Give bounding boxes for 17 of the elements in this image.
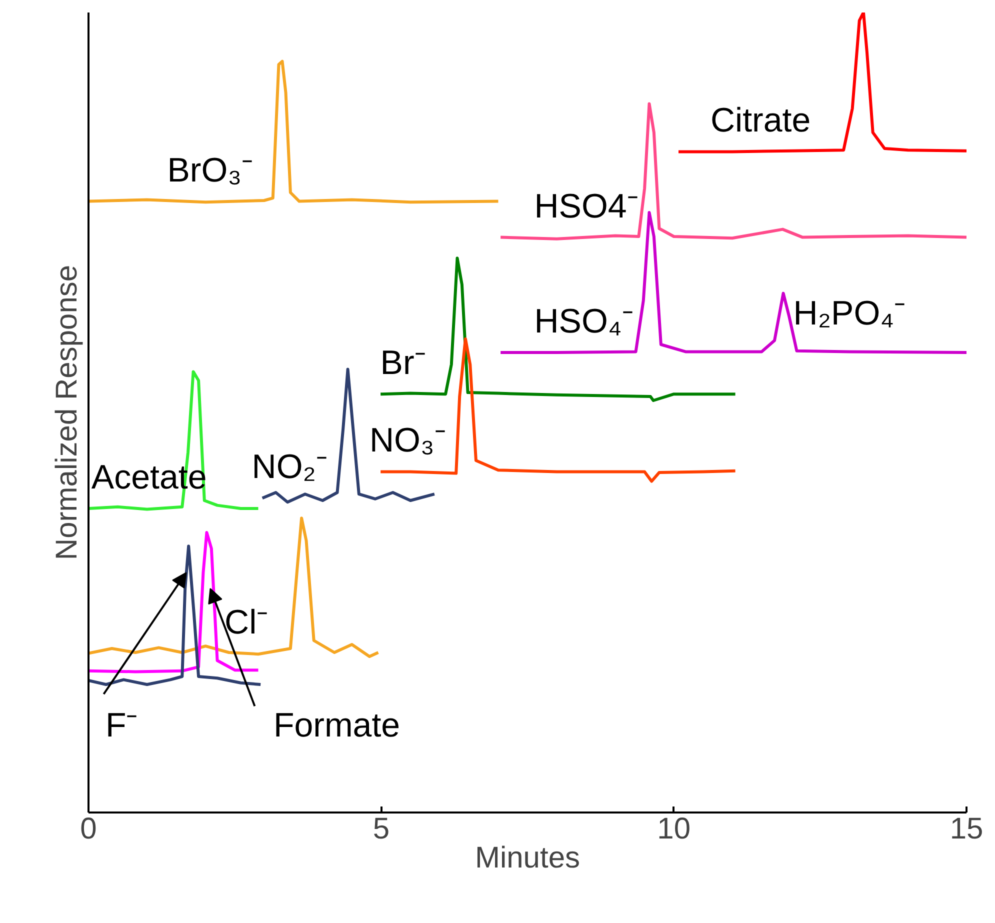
series-label: HSO4⁻ xyxy=(534,187,638,226)
annotation: F⁻ xyxy=(105,706,138,744)
x-axis-title: Minutes xyxy=(474,842,580,874)
series-label: BrO₃⁻ xyxy=(167,151,253,190)
annotation: Formate xyxy=(273,706,400,744)
annotation: H₂PO₄⁻ xyxy=(793,294,906,332)
series-label: HSO₄⁻ xyxy=(534,302,633,340)
y-axis-title: Normalized Response xyxy=(50,264,84,560)
series-label: Citrate xyxy=(710,102,811,140)
series-label: Cl⁻ xyxy=(224,603,268,642)
series-label: NO₂⁻ xyxy=(252,448,328,486)
series-label: NO₃⁻ xyxy=(369,422,446,460)
x-tick-label: 5 xyxy=(372,812,390,846)
series-label: Br⁻ xyxy=(380,344,426,382)
x-tick-label: 10 xyxy=(657,812,691,846)
x-tick-label: 0 xyxy=(80,812,97,846)
x-tick-label: 15 xyxy=(950,812,984,846)
